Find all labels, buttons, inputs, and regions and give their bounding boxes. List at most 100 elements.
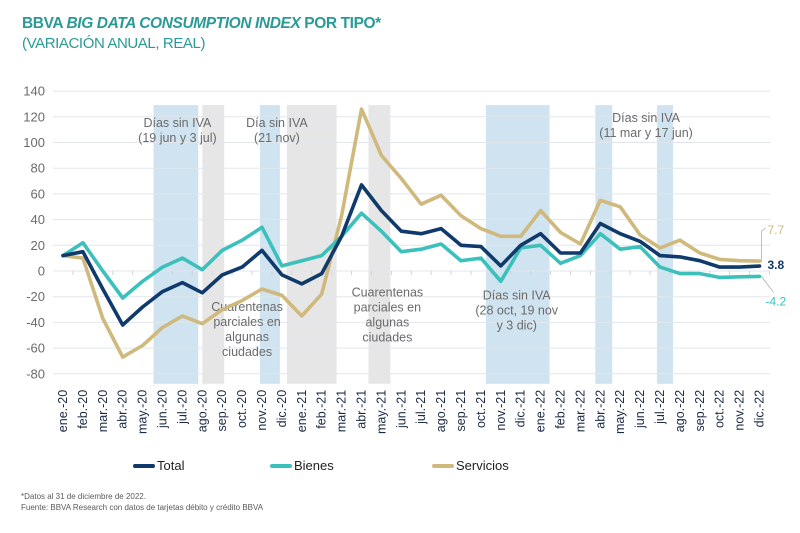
annotation-line: parciales en (213, 315, 280, 329)
annotation-line: Día sin IVA (246, 116, 308, 130)
quarantine-band (202, 105, 225, 384)
x-tick-label: may.-20 (136, 390, 150, 434)
annotation-label: Días sin IVA (19 jun y 3 jul) (138, 116, 217, 145)
x-tick-label: feb.-22 (554, 390, 568, 429)
annotation-line: (19 jun y 3 jul) (138, 131, 217, 145)
x-tick-label: jul.-21 (414, 390, 428, 425)
x-tick-label: jun.-20 (156, 390, 170, 429)
title-suffix: POR TIPO* (300, 15, 381, 32)
x-tick-label: ene.-20 (56, 390, 70, 432)
annotation-label: Días sin IVA (28 oct, 19 nov y 3 dic) (475, 288, 558, 332)
end-label-total: 3.8 (768, 258, 785, 272)
y-tick-label: 0 (38, 264, 45, 279)
iva-free-day-band (595, 105, 613, 384)
x-tick-label: abr.-22 (593, 390, 607, 429)
annotation-line: ciudades (222, 345, 272, 359)
legend-label-bienes: Bienes (294, 458, 334, 473)
x-tick-label: dic.-21 (514, 390, 528, 428)
legend-swatch-total (133, 463, 155, 468)
chart-subtitle: (VARIACIÓN ANUAL, REAL) (22, 35, 206, 52)
x-tick-label: nov.-20 (255, 390, 269, 431)
annotation-label: Días sin IVA (11 mar y 17 jun) (599, 111, 693, 140)
x-tick-label: dic.-20 (275, 390, 289, 428)
chart-title: BBVA BIG DATA CONSUMPTION INDEX POR TIPO… (22, 15, 381, 33)
x-tick-label: ene.-22 (534, 390, 548, 432)
gridlines (53, 90, 770, 375)
series-lines (61, 107, 762, 359)
x-tick-label: abr.-21 (355, 390, 369, 429)
annotation-line: y 3 dic) (497, 318, 537, 332)
x-tick-label: jun.-22 (633, 390, 647, 429)
legend-item-bienes: Bienes (270, 458, 334, 473)
y-tick-label: -60 (26, 341, 45, 356)
x-tick-label: ene.-21 (295, 390, 309, 432)
legend-label-total: Total (157, 458, 185, 473)
annotation-line: ciudades (362, 331, 412, 345)
legend-label-servicios: Servicios (456, 458, 509, 473)
annotation-line: (21 nov) (254, 131, 300, 145)
y-tick-label: 80 (31, 161, 45, 176)
x-tick-label: ago.-21 (434, 390, 448, 432)
x-tick-label: feb.-20 (76, 390, 90, 429)
x-tick-label: sep.-20 (215, 390, 229, 432)
y-tick-label: 20 (31, 238, 45, 253)
x-tick-label: jul.-22 (653, 390, 667, 425)
end-label-bienes: -4.2 (766, 294, 787, 308)
end-labels: 7.7 3.8 -4.2 (759, 223, 787, 308)
y-tick-label: 120 (23, 109, 45, 124)
title-prefix: BBVA (22, 15, 67, 32)
y-tick-label: -80 (26, 366, 45, 381)
annotation-label: Cuarentenas parciales en algunas ciudades (352, 286, 424, 345)
iva-free-day-band (153, 105, 199, 384)
annotation-line: Cuarentenas (352, 286, 424, 300)
x-tick-label: mar.-21 (335, 390, 349, 432)
x-tick-label: nov.-21 (494, 390, 508, 431)
y-tick-label: -20 (26, 289, 45, 304)
x-tick-label: oct.-21 (474, 390, 488, 428)
x-tick-label: feb.-21 (315, 390, 329, 429)
x-tick-label: sep.-21 (454, 390, 468, 432)
series-line-total (61, 183, 762, 327)
x-tick-label: dic.-22 (753, 390, 767, 428)
x-tick-label: oct.-22 (713, 390, 727, 428)
annotation-label: Cuarentenas parciales en algunas ciudades (211, 300, 283, 359)
y-tick-label: 60 (31, 186, 45, 201)
annotation-line: algunas (365, 316, 409, 330)
x-axis-ticks: ene.-20 feb.-20 mar.-20 abr.-20 may.-20 jun.-… (56, 390, 767, 434)
series-line-servicios (61, 107, 762, 359)
leader-line-servicios (759, 227, 766, 262)
x-tick-label: ago.-20 (195, 390, 209, 432)
leader-line-bienes (761, 276, 774, 293)
quarantine-band (368, 105, 391, 384)
x-tick-label: abr.-20 (116, 390, 130, 429)
x-tick-label: may.-21 (374, 390, 388, 434)
title-italic: BIG DATA CONSUMPTION INDEX (66, 15, 301, 32)
y-tick-label: 100 (23, 135, 45, 150)
annotation-line: Cuarentenas (211, 300, 283, 314)
annotation-line: parciales en (354, 301, 421, 315)
footnote-date: *Datos al 31 de diciembre de 2022. (21, 492, 146, 501)
x-tick-label: oct.-20 (235, 390, 249, 428)
x-tick-label: mar.-22 (573, 390, 587, 432)
annotation-line: Días sin IVA (612, 111, 681, 125)
annotation-line: Días sin IVA (483, 288, 552, 302)
x-tick-label: jul.-20 (175, 390, 189, 425)
series-line-bienes (61, 211, 762, 300)
y-tick-label: 40 (31, 212, 45, 227)
annotation-label: Día sin IVA (21 nov) (246, 116, 308, 145)
x-tick-label: mar.-20 (96, 390, 110, 432)
y-tick-label: 140 (23, 84, 45, 99)
end-label-servicios: 7.7 (768, 223, 785, 237)
footnote-source: Fuente: BBVA Research con datos de tarje… (21, 503, 264, 512)
legend-item-total: Total (133, 458, 184, 473)
annotations: Días sin IVA (19 jun y 3 jul)Día sin IVA(… (138, 111, 693, 359)
annotation-line: algunas (225, 330, 269, 344)
y-tick-label: -40 (26, 315, 45, 330)
legend-swatch-bienes (270, 463, 292, 468)
legend-swatch-servicios (432, 463, 454, 468)
x-tick-label: ago.-22 (673, 390, 687, 432)
annotation-line: (11 mar y 17 jun) (599, 126, 693, 140)
x-tick-label: may.-22 (613, 390, 627, 434)
annotation-line: Días sin IVA (143, 116, 212, 130)
